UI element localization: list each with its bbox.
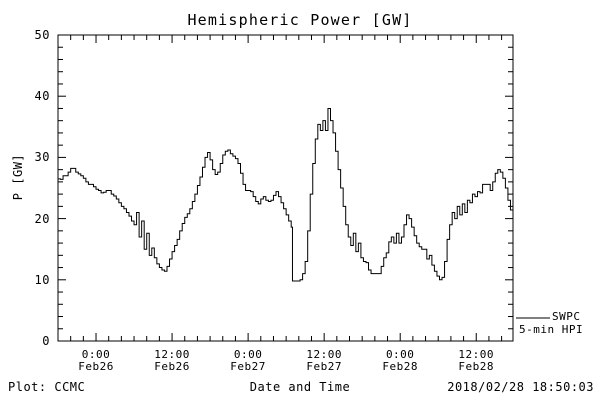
x-tick-label: 0:00 Feb27 [208,349,288,373]
x-tick-date: Feb28 [382,360,418,373]
x-tick-time: 12:00 [306,348,342,361]
y-tick-label: 30 [34,150,50,165]
x-tick-date: Feb28 [458,360,495,373]
x-tick-time: 12:00 [154,348,190,361]
x-tick-time: 12:00 [458,348,495,361]
y-tick-label: 40 [34,89,50,104]
x-tick-time: 0:00 [81,348,111,361]
x-tick-date: Feb27 [306,360,342,373]
x-tick-time: 0:00 [233,348,263,361]
x-axis-label: Date and Time [249,380,351,394]
x-tick-label: 12:00 Feb28 [436,349,516,373]
x-tick-date: Feb27 [230,360,266,373]
legend-label-swpc: SWPC [552,310,581,323]
x-tick-label: 0:00 Feb26 [56,349,136,373]
x-tick-label: 12:00 Feb26 [132,349,212,373]
y-tick-label: 10 [34,272,50,287]
y-tick-label: 50 [34,28,50,42]
plot-axes [57,34,514,342]
x-tick-date: Feb26 [154,360,190,373]
x-tick-label: 0:00 Feb28 [360,349,440,373]
x-tick-label: 12:00 Feb27 [284,349,364,373]
y-tick-label: 20 [34,211,50,226]
x-tick-time: 0:00 [385,348,415,361]
page-title: Hemispheric Power [GW] [187,11,413,29]
data-series-line [58,107,514,282]
timestamp-label: 2018/02/28 18:50:03 [447,380,594,394]
y-tick-label: 0 [42,334,50,348]
legend-label-hpi: 5-min HPI [519,323,584,336]
axis-ticks [57,34,513,342]
x-tick-date: Feb26 [78,360,114,373]
plot-credit: Plot: CCMC [8,380,86,394]
